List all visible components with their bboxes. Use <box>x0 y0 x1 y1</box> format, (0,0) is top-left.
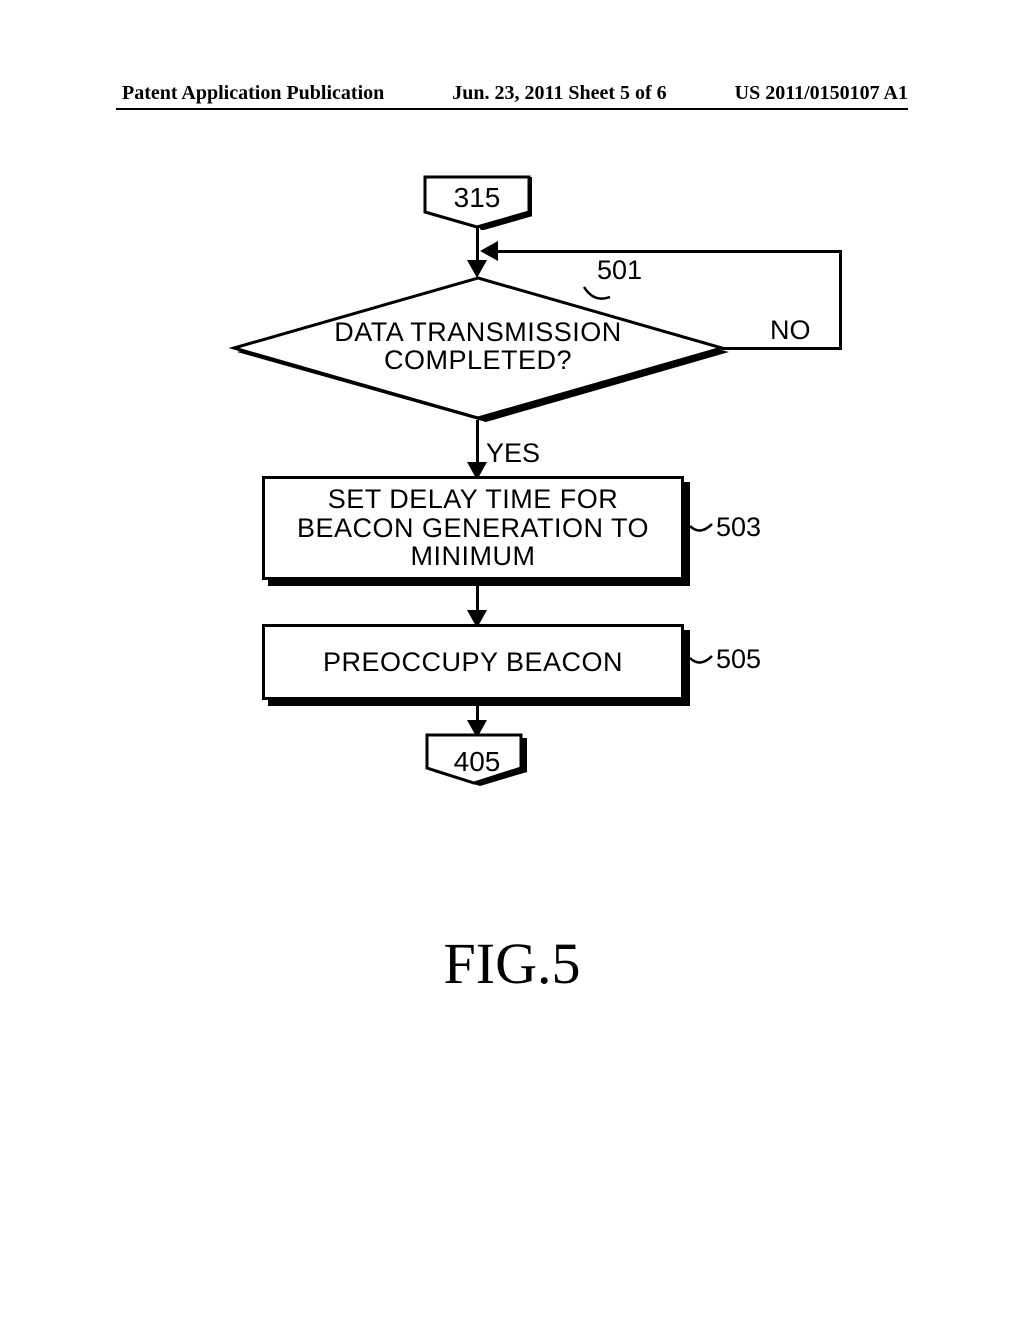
page-header: Patent Application Publication Jun. 23, … <box>0 82 1024 105</box>
no-arrowhead <box>480 241 498 261</box>
process-preoccupy-label: PREOCCUPY BEACON <box>323 648 623 676</box>
no-line-v <box>839 250 842 350</box>
figure-label: FIG.5 <box>0 930 1024 997</box>
connector-in: 315 <box>422 174 532 230</box>
process-preoccupy: PREOCCUPY BEACON <box>262 624 690 706</box>
ref-503: 503 <box>716 512 761 543</box>
decision-data-transmission: DATA TRANSMISSION COMPLETED? <box>224 272 732 432</box>
ref-503-tick <box>688 520 714 538</box>
no-label: NO <box>770 315 811 346</box>
process-set-delay: SET DELAY TIME FOR BEACON GENERATION TO … <box>262 476 690 586</box>
header-left: Patent Application Publication <box>122 82 384 105</box>
connector-out: 405 <box>424 732 530 788</box>
no-line-h2 <box>495 250 842 253</box>
connector-in-label: 315 <box>422 182 532 214</box>
connector-out-label: 405 <box>424 746 530 778</box>
yes-label: YES <box>486 438 540 469</box>
ref-505-tick <box>688 652 714 670</box>
header-center: Jun. 23, 2011 Sheet 5 of 6 <box>452 82 666 105</box>
decision-label: DATA TRANSMISSION COMPLETED? <box>224 318 732 375</box>
no-line-h1 <box>722 347 842 350</box>
header-rule <box>116 108 908 110</box>
ref-501-tick <box>582 285 612 307</box>
ref-501: 501 <box>597 255 642 286</box>
ref-505: 505 <box>716 644 761 675</box>
process-set-delay-label: SET DELAY TIME FOR BEACON GENERATION TO … <box>297 485 649 570</box>
header-right: US 2011/0150107 A1 <box>735 82 908 105</box>
